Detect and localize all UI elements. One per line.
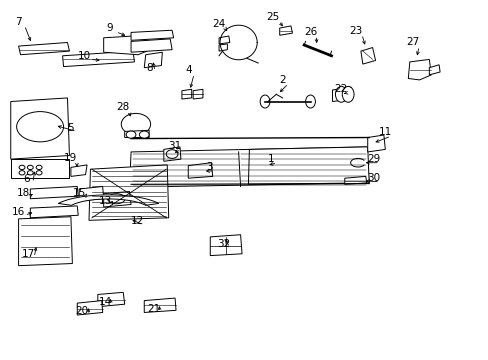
Ellipse shape xyxy=(139,131,149,138)
Ellipse shape xyxy=(335,86,346,102)
Text: 24: 24 xyxy=(212,19,225,30)
Polygon shape xyxy=(193,89,203,99)
Text: 1: 1 xyxy=(267,154,274,164)
Text: 15: 15 xyxy=(72,188,86,198)
Text: 12: 12 xyxy=(131,216,144,226)
Polygon shape xyxy=(367,135,385,152)
Text: 28: 28 xyxy=(116,102,130,112)
Ellipse shape xyxy=(36,165,42,170)
Polygon shape xyxy=(59,195,158,205)
Ellipse shape xyxy=(107,194,125,204)
Polygon shape xyxy=(19,42,69,55)
Polygon shape xyxy=(129,147,368,187)
Text: 11: 11 xyxy=(378,127,391,138)
Polygon shape xyxy=(79,186,103,201)
Text: 26: 26 xyxy=(303,27,317,37)
Polygon shape xyxy=(188,163,212,178)
Polygon shape xyxy=(248,147,368,184)
Polygon shape xyxy=(103,35,150,55)
Ellipse shape xyxy=(260,95,269,108)
Polygon shape xyxy=(103,192,131,207)
Ellipse shape xyxy=(126,131,136,138)
Text: 7: 7 xyxy=(15,17,22,27)
Polygon shape xyxy=(428,65,439,75)
Ellipse shape xyxy=(342,86,353,102)
Polygon shape xyxy=(71,165,87,176)
Ellipse shape xyxy=(27,165,33,170)
Polygon shape xyxy=(210,235,242,256)
Text: 29: 29 xyxy=(366,154,380,164)
Polygon shape xyxy=(131,30,173,40)
Text: 30: 30 xyxy=(367,173,380,183)
Text: 21: 21 xyxy=(147,304,161,314)
Text: 18: 18 xyxy=(17,188,30,198)
Polygon shape xyxy=(219,44,227,51)
Polygon shape xyxy=(144,52,162,68)
Polygon shape xyxy=(124,130,149,138)
Polygon shape xyxy=(279,26,292,35)
Text: 3: 3 xyxy=(205,162,212,172)
Ellipse shape xyxy=(27,171,33,175)
Polygon shape xyxy=(77,301,102,315)
Text: 19: 19 xyxy=(64,153,78,163)
Ellipse shape xyxy=(121,113,150,135)
Text: 14: 14 xyxy=(98,297,112,307)
Text: 5: 5 xyxy=(67,123,74,133)
Polygon shape xyxy=(19,217,72,266)
Polygon shape xyxy=(89,165,168,220)
Ellipse shape xyxy=(17,112,63,142)
Text: 16: 16 xyxy=(12,207,25,217)
Ellipse shape xyxy=(36,171,42,175)
Text: 9: 9 xyxy=(106,23,113,33)
Polygon shape xyxy=(30,206,78,218)
Polygon shape xyxy=(131,39,172,52)
Text: 23: 23 xyxy=(348,26,362,36)
Polygon shape xyxy=(219,36,229,44)
Polygon shape xyxy=(11,98,69,159)
Text: 17: 17 xyxy=(21,249,35,259)
Text: 20: 20 xyxy=(76,306,88,316)
Polygon shape xyxy=(407,59,430,80)
Ellipse shape xyxy=(19,171,25,175)
Polygon shape xyxy=(98,292,124,307)
Polygon shape xyxy=(332,87,351,102)
Polygon shape xyxy=(11,159,69,178)
Ellipse shape xyxy=(166,150,178,158)
Polygon shape xyxy=(344,176,366,184)
Polygon shape xyxy=(62,51,134,67)
Text: 6: 6 xyxy=(23,174,30,184)
Text: 25: 25 xyxy=(265,12,279,22)
Text: 31: 31 xyxy=(168,141,182,151)
Text: 4: 4 xyxy=(184,65,191,75)
Polygon shape xyxy=(30,186,78,199)
Text: 10: 10 xyxy=(78,51,90,61)
Ellipse shape xyxy=(305,95,315,108)
Text: 2: 2 xyxy=(279,75,285,85)
Polygon shape xyxy=(182,89,191,99)
Polygon shape xyxy=(360,48,375,64)
Text: 8: 8 xyxy=(145,63,152,73)
Text: 22: 22 xyxy=(334,84,347,94)
Polygon shape xyxy=(144,298,176,312)
Ellipse shape xyxy=(19,165,25,170)
Text: 13: 13 xyxy=(98,196,112,206)
Polygon shape xyxy=(163,147,181,161)
Text: 32: 32 xyxy=(217,239,230,249)
Text: 27: 27 xyxy=(406,37,419,48)
